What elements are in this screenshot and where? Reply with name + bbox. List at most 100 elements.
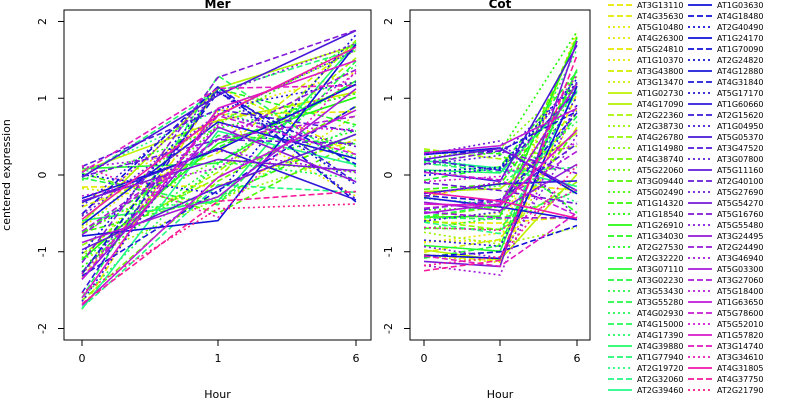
legend-label: AT5G03300	[717, 265, 763, 274]
legend-label: AT5G10480	[637, 23, 683, 32]
series-line-at1g10370	[81, 118, 357, 205]
series-line-at5g11160	[423, 147, 578, 192]
series-line-at2g38730	[81, 152, 357, 261]
legend-label: AT4G31840	[717, 78, 763, 87]
series-line-at3g34610	[81, 70, 357, 219]
legend-label: AT4G26300	[637, 34, 683, 43]
legend-label: AT2G15620	[717, 111, 763, 120]
legend-label: AT2G32060	[637, 375, 683, 384]
series-line-at2g15620	[81, 85, 357, 294]
series-line-at3g34610	[423, 188, 578, 232]
legend-label: AT2G24490	[717, 243, 763, 252]
legend-label: AT1G04950	[717, 122, 763, 131]
series-line-at5g55480	[81, 42, 357, 216]
series-line-at3g24495	[81, 126, 357, 280]
series-line-at3g46940	[81, 149, 357, 174]
legend-label: AT5G78600	[717, 309, 763, 318]
series-line-at3g07800	[423, 83, 578, 166]
x-tick-label: 6	[353, 352, 360, 365]
legend-label: AT4G15000	[637, 320, 683, 329]
panel-title: Mer	[205, 0, 231, 11]
series-line-at2g39460	[81, 130, 357, 310]
series-line-at5g52010	[423, 141, 578, 183]
panel-mer: Mer -2 -1 0 1 2 0 1 6 Hour centered expression	[0, 0, 372, 400]
series-line-at4g12880	[81, 121, 357, 226]
legend-label: AT4G26780	[637, 133, 683, 142]
series-line-at5g05370	[423, 44, 578, 183]
y-tick-label: 0	[382, 172, 395, 179]
legend-label: AT1G57820	[717, 331, 763, 340]
series-line-at4g15000	[423, 190, 578, 220]
series-line-at3g43800	[81, 42, 357, 208]
series-line-at5g10480	[81, 71, 357, 261]
y-tick-label: 2	[382, 18, 395, 25]
series-line-at5g55480	[423, 134, 578, 259]
legend-label: AT5G52010	[717, 320, 763, 329]
series-line-at2g24820	[81, 34, 357, 195]
legend-label: AT1G14980	[637, 144, 683, 153]
legend-label: AT4G18480	[717, 12, 763, 21]
legend-label: AT3G13110	[637, 1, 683, 10]
series-line-at5g52010	[81, 124, 357, 275]
legend-label: AT5G22060	[637, 166, 683, 175]
series-line-at2g21790	[81, 203, 357, 294]
series-line-at1g04950	[423, 96, 578, 222]
legend-label: AT3G43800	[637, 67, 683, 76]
y-tick-label: -1	[382, 246, 395, 257]
series-line-at1g57820	[423, 129, 578, 207]
legend-label: AT1G70090	[717, 45, 763, 54]
y-tick-label: -1	[36, 246, 49, 257]
series-line-at2g32060	[423, 90, 578, 235]
y-tick-label: 0	[36, 172, 49, 179]
legend-label: AT5G27690	[717, 188, 763, 197]
series-line-at4g31805	[423, 191, 578, 220]
legend-label: AT3G09440	[637, 177, 683, 186]
series-line-at5g18400	[423, 74, 578, 197]
legend-label: AT4G17090	[637, 100, 683, 109]
series-line-at3g13470	[423, 108, 578, 264]
legend-label: AT4G38740	[637, 155, 683, 164]
legend-label: AT3G53430	[637, 287, 683, 296]
legend-label: AT4G02930	[637, 309, 683, 318]
legend-label: AT2G40490	[717, 23, 763, 32]
legend-label: AT3G24495	[717, 232, 763, 241]
series-line-at5g03300	[81, 88, 357, 244]
series-line-at2g40490	[423, 78, 578, 173]
panel-cot: Cot -2 -1 0 1 2 0 1 6 Hour	[382, 0, 591, 400]
series-line-at5g18400	[81, 72, 357, 197]
legend-label: AT2G27530	[637, 243, 683, 252]
series-line-at5g78600	[423, 171, 578, 217]
legend-label: AT2G24820	[717, 56, 763, 65]
legend-label: AT4G39880	[637, 342, 683, 351]
legend-label: AT5G55480	[717, 221, 763, 230]
legend-label: AT4G12880	[717, 67, 763, 76]
legend-label: AT3G07800	[717, 155, 763, 164]
x-axis-label: Hour	[204, 388, 231, 400]
series-line-at3g47520	[81, 108, 357, 168]
series-line-at5g27690	[81, 113, 357, 217]
series-line-at2g38730	[423, 226, 578, 246]
series-line-at5g24810	[423, 215, 578, 224]
x-tick-label: 0	[421, 352, 428, 365]
legend-label: AT4G35630	[637, 12, 683, 21]
legend-label: AT1G14320	[637, 199, 683, 208]
series-line-at4g37750	[423, 54, 578, 272]
series-line-at2g24490	[423, 211, 578, 219]
legend-label: AT4G37750	[717, 375, 763, 384]
series-line-at2g21790	[423, 164, 578, 267]
legend-label: AT5G16760	[717, 210, 763, 219]
legend-label: AT2G22360	[637, 111, 683, 120]
legend-label: AT5G17170	[717, 89, 763, 98]
legend-label: AT5G54270	[717, 199, 763, 208]
legend-label: AT2G40100	[717, 177, 763, 186]
legend-label: AT1G77940	[637, 353, 683, 362]
y-tick-label: -2	[36, 323, 49, 334]
series-line-at2g32220	[423, 71, 578, 182]
legend-label: AT3G02230	[637, 276, 683, 285]
series-line-at4g18480	[423, 224, 578, 258]
series-line-at2g24820	[423, 81, 578, 177]
series-line-at4g12880	[423, 196, 578, 221]
series-line-at1g63650	[423, 107, 578, 154]
legend-label: AT3G55280	[637, 298, 683, 307]
